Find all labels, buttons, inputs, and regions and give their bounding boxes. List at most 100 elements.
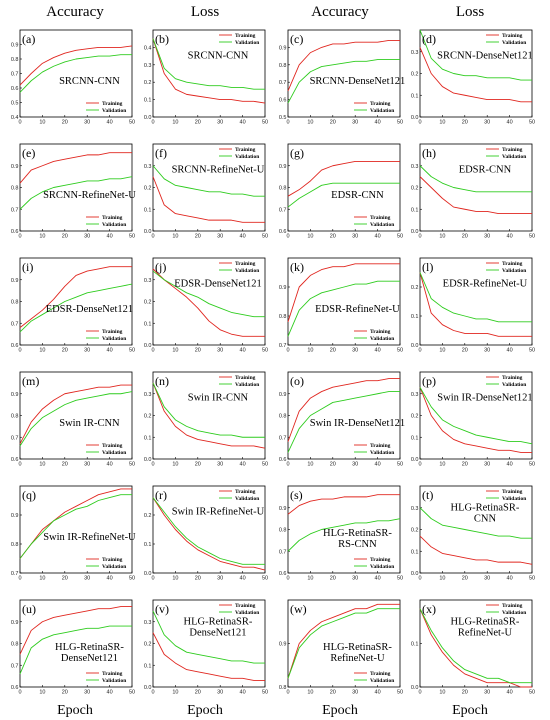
x-tick-label: 0 [286, 576, 289, 582]
y-tick-label: 0.3 [144, 63, 152, 69]
y-tick-label: 0.7 [11, 207, 19, 213]
x-tick-label: 40 [107, 576, 113, 582]
x-tick-label: 0 [18, 234, 21, 240]
panel-v: 0.0 0.1 0.2 0.3 0 10 20 30 40 50 (v) TrainingValida… [144, 599, 268, 696]
x-tick-label: 40 [375, 576, 381, 582]
panel-label: (c) [290, 32, 303, 46]
x-tick-label: 0 [18, 120, 21, 126]
series-line-training [152, 497, 266, 571]
y-tick-label: 0.1 [411, 642, 419, 648]
panel-label: (t) [422, 488, 433, 502]
x-tick-label: 50 [397, 120, 403, 126]
legend-label-validation: Validation [370, 564, 394, 570]
x-tick-label: 20 [195, 120, 201, 126]
series-line-validation [19, 625, 132, 675]
y-tick-label: 0.6 [279, 98, 287, 104]
x-tick-label: 30 [217, 576, 223, 582]
panel-label: (p) [422, 374, 436, 388]
x-tick-label: 0 [418, 576, 421, 582]
column-header-loss-1: Loss [191, 4, 220, 20]
series-line-training [152, 268, 265, 337]
panel-t: 0.0 0.1 0.2 0.3 0 10 20 30 40 50 (t) TrainingValida… [411, 485, 535, 582]
x-tick-label: 50 [262, 690, 268, 696]
series-line-validation [419, 387, 533, 445]
y-tick-label: 0.6 [11, 457, 19, 463]
series-line-validation [287, 182, 400, 208]
panel-title: HLG-RetinaSR- [451, 617, 520, 628]
y-tick-label: 0.1 [144, 542, 152, 548]
series-line-training [419, 272, 532, 337]
panel-e: 0.6 0.7 0.8 0.9 0 10 20 30 40 50 (e) TrainingValida… [11, 143, 136, 240]
y-tick-label: 0.8 [11, 542, 19, 548]
x-tick-label: 40 [240, 348, 246, 354]
y-tick-label: 0.2 [144, 186, 152, 192]
x-tick-label: 30 [352, 348, 358, 354]
legend-label-training: Training [502, 147, 523, 153]
panel-title: SRCNN-DenseNet121 [310, 76, 406, 87]
axes-frame [287, 257, 401, 346]
x-tick-label: 0 [151, 462, 154, 468]
x-tick-label: 40 [240, 120, 246, 126]
y-tick-label: 0.1 [144, 435, 152, 441]
panel-label: (k) [290, 260, 304, 274]
x-tick-label: 0 [18, 576, 21, 582]
x-tick-label: 30 [484, 234, 490, 240]
panel-title: RefineNet-U [458, 628, 513, 639]
x-tick-label: 30 [84, 120, 90, 126]
y-tick-label: 0.6 [279, 457, 287, 463]
y-tick-label: 0.2 [411, 414, 419, 420]
series-line-training [19, 266, 132, 328]
panel-x: 0.0 0.1 0 10 20 30 40 50 (x) TrainingValidationHL… [411, 599, 535, 696]
y-tick-label: 0.6 [11, 685, 19, 691]
y-tick-label: 0.8 [279, 528, 287, 534]
y-tick-label: 0.2 [144, 80, 152, 86]
axes-frame [152, 485, 266, 574]
x-tick-label: 50 [529, 348, 535, 354]
panels: 0.4 0.5 0.6 0.7 0.8 0.9 0 10 20 30 40 50 (a) Training… [11, 29, 535, 696]
legend-label-validation: Validation [502, 610, 526, 616]
x-tick-label: 40 [375, 462, 381, 468]
y-tick-label: 0.0 [144, 457, 152, 463]
panel-a: 0.4 0.5 0.6 0.7 0.8 0.9 0 10 20 30 40 50 (a) Training… [11, 29, 135, 126]
x-tick-label: 30 [484, 348, 490, 354]
axes-frame [287, 29, 401, 118]
x-tick-label: 0 [286, 690, 289, 696]
y-tick-label: 0.3 [411, 506, 419, 512]
column-headers: Accuracy Loss Accuracy Loss [46, 4, 484, 20]
panel-q: 0.7 0.8 0.9 0 10 20 30 40 50 (q) TrainingValidatio… [11, 485, 136, 582]
panel-label: (n) [155, 374, 169, 388]
y-tick-label: 0.3 [144, 392, 152, 398]
x-tick-label: 50 [529, 690, 535, 696]
y-tick-label: 0.9 [279, 506, 287, 512]
x-tick-label: 20 [330, 462, 336, 468]
x-tick-label: 0 [418, 690, 421, 696]
series-line-training [152, 382, 266, 449]
x-tick-label: 10 [39, 234, 45, 240]
x-tick-label: 40 [375, 690, 381, 696]
legend-label-validation: Validation [235, 40, 259, 46]
x-tick-label: 50 [397, 576, 403, 582]
panel-p: 0.0 0.1 0.2 0.3 0 10 20 30 40 50 (p) TrainingValida… [411, 371, 535, 468]
legend-label-validation: Validation [102, 222, 126, 228]
panel-label: (v) [155, 602, 169, 616]
y-tick-label: 0.2 [144, 300, 152, 306]
x-tick-label: 50 [129, 234, 135, 240]
series-line-training [287, 378, 400, 442]
panel-label: (d) [422, 32, 436, 46]
x-tick-label: 0 [286, 348, 289, 354]
panel-label: (r) [155, 488, 167, 502]
x-tick-label: 50 [397, 690, 403, 696]
legend-label-training: Training [370, 101, 391, 107]
panel-c: 0.5 0.6 0.7 0.8 0.9 0 10 20 30 40 50 (c) TrainingVal… [279, 29, 406, 126]
y-tick-label: 0.7 [11, 571, 19, 577]
x-tick-label: 30 [217, 348, 223, 354]
series-line-validation [419, 608, 532, 684]
legend-label-training: Training [370, 215, 391, 221]
x-tick-label: 40 [107, 234, 113, 240]
panel-m: 0.6 0.7 0.8 0.9 0 10 20 30 40 50 (m) TrainingValida… [11, 371, 135, 468]
axes-frame [419, 257, 533, 346]
y-tick-label: 0.7 [11, 435, 19, 441]
y-tick-label: 0.5 [11, 101, 19, 107]
legend-label-validation: Validation [235, 154, 259, 160]
